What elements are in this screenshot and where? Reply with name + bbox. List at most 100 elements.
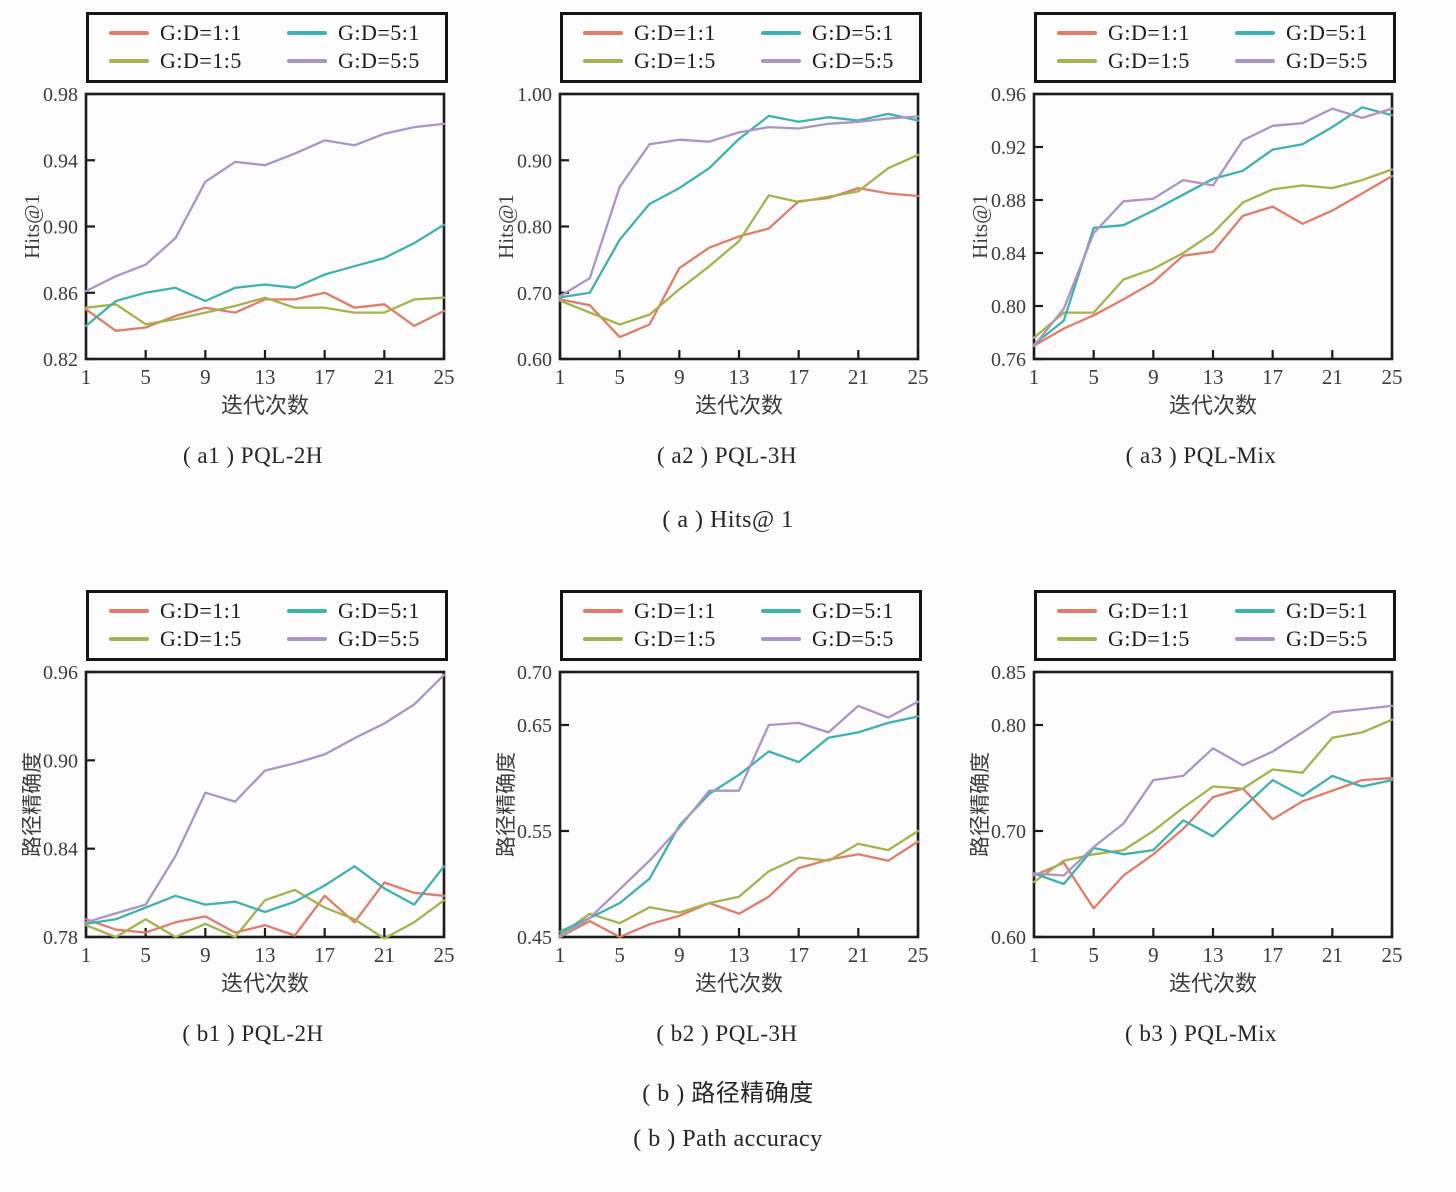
svg-text:0.90: 0.90 xyxy=(43,750,78,772)
svg-text:21: 21 xyxy=(1322,943,1343,967)
svg-text:迭代次数: 迭代次数 xyxy=(695,971,783,995)
series-line-0 xyxy=(1032,174,1394,347)
chart-a1-caption: ( a1 ) PQL-2H xyxy=(183,443,323,468)
legend-item: G:D=5:5 xyxy=(287,48,435,74)
legend-item: G:D=1:5 xyxy=(583,48,731,74)
chart-a2-caption: ( a2 ) PQL-3H xyxy=(657,443,797,468)
legend-item: G:D=5:1 xyxy=(1235,20,1383,46)
series-line-3 xyxy=(84,673,446,924)
legend-label: G:D=1:5 xyxy=(1108,626,1190,651)
svg-text:17: 17 xyxy=(314,943,335,967)
series-line-2 xyxy=(84,223,446,328)
svg-text:迭代次数: 迭代次数 xyxy=(221,971,309,995)
svg-text:路径精确度: 路径精确度 xyxy=(22,752,44,857)
svg-text:17: 17 xyxy=(1262,943,1283,967)
legend-label: G:D=5:5 xyxy=(338,626,420,651)
legend-a3: G:D=1:1 G:D=1:5 G:D=5:1 G:D=5:5 xyxy=(1034,12,1396,83)
legend-item: G:D=5:5 xyxy=(1235,626,1383,652)
svg-text:路径精确度: 路径精确度 xyxy=(496,752,518,857)
legend-line-swatch xyxy=(1057,31,1097,35)
series-line-1 xyxy=(558,829,920,937)
legend-line-swatch xyxy=(109,609,149,613)
legend-line-swatch xyxy=(1235,637,1275,641)
svg-text:0.76: 0.76 xyxy=(991,349,1026,371)
chart-a1-cell: G:D=1:1 G:D=1:5 G:D=5:1 G:D=5:5 0.82 0.86 0.9… xyxy=(20,12,484,469)
svg-text:0.80: 0.80 xyxy=(991,715,1026,737)
svg-text:1: 1 xyxy=(1029,365,1040,389)
legend-line-swatch xyxy=(287,637,327,641)
legend-item: G:D=1:1 xyxy=(583,598,731,624)
svg-text:0.60: 0.60 xyxy=(517,349,552,371)
series-line-0 xyxy=(558,840,920,939)
legend-line-swatch xyxy=(761,31,801,35)
group-caption-a: ( a ) Hits@ 1 xyxy=(662,507,794,533)
chart-b1-plot: 0.78 0.84 0.90 0.96 1 5 9 13 17 21 25 路径精确度 迭代次数 xyxy=(20,662,460,996)
legend-label: G:D=1:5 xyxy=(160,48,242,73)
svg-text:0.84: 0.84 xyxy=(991,243,1026,265)
svg-text:Hits@1: Hits@1 xyxy=(970,194,992,259)
group-caption-b-zh: ( b ) 路径精确度 xyxy=(642,1081,814,1107)
legend-line-swatch xyxy=(109,59,149,63)
svg-text:1: 1 xyxy=(555,943,566,967)
legend-line-swatch xyxy=(287,31,327,35)
legend-line-swatch xyxy=(287,609,327,613)
legend-label: G:D=5:1 xyxy=(812,20,894,45)
legend-item: G:D=5:5 xyxy=(761,48,909,74)
legend-line-swatch xyxy=(1057,637,1097,641)
series-line-1 xyxy=(1032,718,1394,884)
legend-item: G:D=5:1 xyxy=(287,598,435,624)
svg-text:0.96: 0.96 xyxy=(991,85,1026,106)
legend-label: G:D=5:1 xyxy=(338,598,420,623)
legend-item: G:D=1:1 xyxy=(583,20,731,46)
series-line-0 xyxy=(1032,776,1394,910)
svg-text:9: 9 xyxy=(200,365,211,389)
svg-text:13: 13 xyxy=(1203,365,1224,389)
svg-text:21: 21 xyxy=(374,943,395,967)
legend-item: G:D=5:5 xyxy=(287,626,435,652)
legend-item: G:D=1:1 xyxy=(109,598,257,624)
svg-text:5: 5 xyxy=(1088,365,1099,389)
svg-text:0.55: 0.55 xyxy=(517,821,552,843)
chart-a3-cell: G:D=1:1 G:D=1:5 G:D=5:1 G:D=5:5 0.76 0.80 0.8… xyxy=(968,12,1432,469)
svg-text:0.70: 0.70 xyxy=(991,821,1026,843)
svg-text:0.82: 0.82 xyxy=(43,349,78,371)
svg-text:0.65: 0.65 xyxy=(517,715,552,737)
charts-row-b: G:D=1:1 G:D=1:5 G:D=5:1 G:D=5:5 0.78 0.84 0.9… xyxy=(0,590,1456,1047)
legend-b1: G:D=1:1 G:D=1:5 G:D=5:1 G:D=5:5 xyxy=(86,590,448,661)
chart-b3-plot: 0.60 0.70 0.80 0.85 1 5 9 13 17 21 25 路径精确度 迭代次数 xyxy=(968,662,1408,996)
svg-text:Hits@1: Hits@1 xyxy=(496,194,518,259)
svg-text:0.90: 0.90 xyxy=(517,150,552,172)
svg-text:5: 5 xyxy=(140,943,151,967)
legend-a2: G:D=1:1 G:D=1:5 G:D=5:1 G:D=5:5 xyxy=(560,12,922,83)
svg-text:13: 13 xyxy=(255,943,276,967)
chart-b2-caption: ( b2 ) PQL-3H xyxy=(656,1021,798,1046)
series-line-0 xyxy=(84,881,446,937)
legend-label: G:D=5:5 xyxy=(812,48,894,73)
svg-text:17: 17 xyxy=(1262,365,1283,389)
svg-text:0.78: 0.78 xyxy=(43,927,78,949)
legend-item: G:D=5:1 xyxy=(761,20,909,46)
series-line-3 xyxy=(558,115,920,298)
legend-item: G:D=1:5 xyxy=(1057,48,1205,74)
svg-text:0.98: 0.98 xyxy=(43,85,78,106)
legend-a1: G:D=1:1 G:D=1:5 G:D=5:1 G:D=5:5 xyxy=(86,12,448,83)
legend-label: G:D=1:5 xyxy=(634,48,716,73)
legend-item: G:D=1:5 xyxy=(1057,626,1205,652)
legend-line-swatch xyxy=(109,637,149,641)
series-line-3 xyxy=(558,700,920,939)
svg-text:9: 9 xyxy=(674,943,685,967)
legend-line-swatch xyxy=(761,637,801,641)
svg-text:5: 5 xyxy=(140,365,151,389)
legend-line-swatch xyxy=(287,59,327,63)
series-line-2 xyxy=(1032,106,1394,346)
plot-svg: 0.82 0.86 0.90 0.94 0.98 1 5 9 13 17 21 25 Hits@1 迭代次… xyxy=(20,84,455,418)
series-line-1 xyxy=(84,296,446,326)
chart-b1-cell: G:D=1:1 G:D=1:5 G:D=5:1 G:D=5:5 0.78 0.84 0.9… xyxy=(20,590,484,1047)
svg-text:25: 25 xyxy=(1382,943,1403,967)
series-line-1 xyxy=(84,888,446,940)
chart-b2-plot: 0.45 0.55 0.65 0.70 1 5 9 13 17 21 25 路径精确度 迭代次数 xyxy=(494,662,934,996)
legend-label: G:D=5:5 xyxy=(812,626,894,651)
chart-b2-cell: G:D=1:1 G:D=1:5 G:D=5:1 G:D=5:5 0.45 0.55 0.6… xyxy=(494,590,958,1047)
legend-line-swatch xyxy=(1235,31,1275,35)
